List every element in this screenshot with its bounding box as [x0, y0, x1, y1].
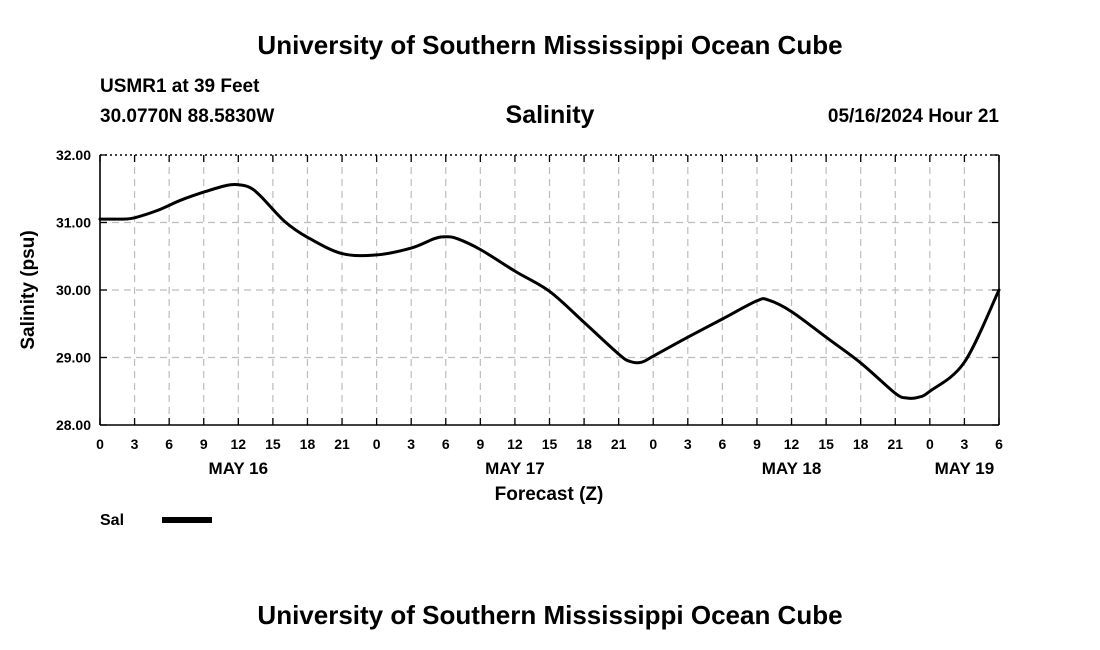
y-axis-title: Salinity (psu)	[18, 230, 39, 349]
x-tick-label: 3	[407, 436, 415, 452]
bottom-title: University of Southern Mississippi Ocean…	[257, 600, 843, 630]
day-label: MAY 19	[935, 459, 995, 478]
y-tick-label: 28.00	[56, 417, 91, 433]
day-label: MAY 16	[209, 459, 269, 478]
x-tick-label: 18	[300, 436, 316, 452]
x-tick-label: 15	[542, 436, 558, 452]
x-tick-label: 18	[853, 436, 869, 452]
x-tick-label: 12	[784, 436, 800, 452]
x-tick-label: 6	[442, 436, 450, 452]
x-tick-label: 0	[649, 436, 657, 452]
x-tick-label: 15	[818, 436, 834, 452]
forecast-datetime: 05/16/2024 Hour 21	[827, 106, 999, 127]
day-label: MAY 18	[762, 459, 822, 478]
station-label: USMR1 at 39 Feet	[100, 76, 260, 97]
x-tick-label: 9	[200, 436, 208, 452]
legend-label-sal: Sal	[100, 512, 124, 529]
y-tick-label: 30.00	[56, 282, 91, 298]
y-tick-label: 29.00	[56, 350, 91, 366]
x-tick-label: 21	[611, 436, 627, 452]
coordinates-label: 30.0770N 88.5830W	[100, 106, 275, 127]
day-label: MAY 17	[485, 459, 545, 478]
x-tick-label: 21	[887, 436, 903, 452]
series-layer	[98, 182, 1001, 400]
x-tick-label: 0	[926, 436, 934, 452]
x-tick-label: 6	[718, 436, 726, 452]
x-tick-label: 6	[995, 436, 1003, 452]
x-tick-label: 15	[265, 436, 281, 452]
x-tick-label: 3	[684, 436, 692, 452]
y-tick-label: 32.00	[56, 147, 91, 163]
x-tick-label: 3	[961, 436, 969, 452]
x-tick-label: 3	[131, 436, 139, 452]
x-axis-title: Forecast (Z)	[495, 484, 604, 505]
series-line-sal	[98, 182, 1001, 400]
x-tick-label: 0	[373, 436, 381, 452]
x-tick-label: 0	[96, 436, 104, 452]
axis-labels: 0 3 6 9 12 15 18 21 0 3 6 9 12 15 18 21 0 3 6 9 12 15 18 21 0 3 6 2…	[56, 147, 1003, 478]
x-tick-label: 6	[165, 436, 173, 452]
y-tick-label: 31.00	[56, 215, 91, 231]
x-tick-label: 12	[507, 436, 523, 452]
top-title: University of Southern Mississippi Ocean…	[257, 30, 843, 60]
legend: Sal	[100, 512, 212, 529]
x-tick-label: 9	[476, 436, 484, 452]
x-tick-label: 18	[576, 436, 592, 452]
x-tick-label: 9	[753, 436, 761, 452]
x-tick-label: 12	[231, 436, 247, 452]
x-tick-label: 21	[334, 436, 350, 452]
chart-title: Salinity	[505, 101, 595, 129]
